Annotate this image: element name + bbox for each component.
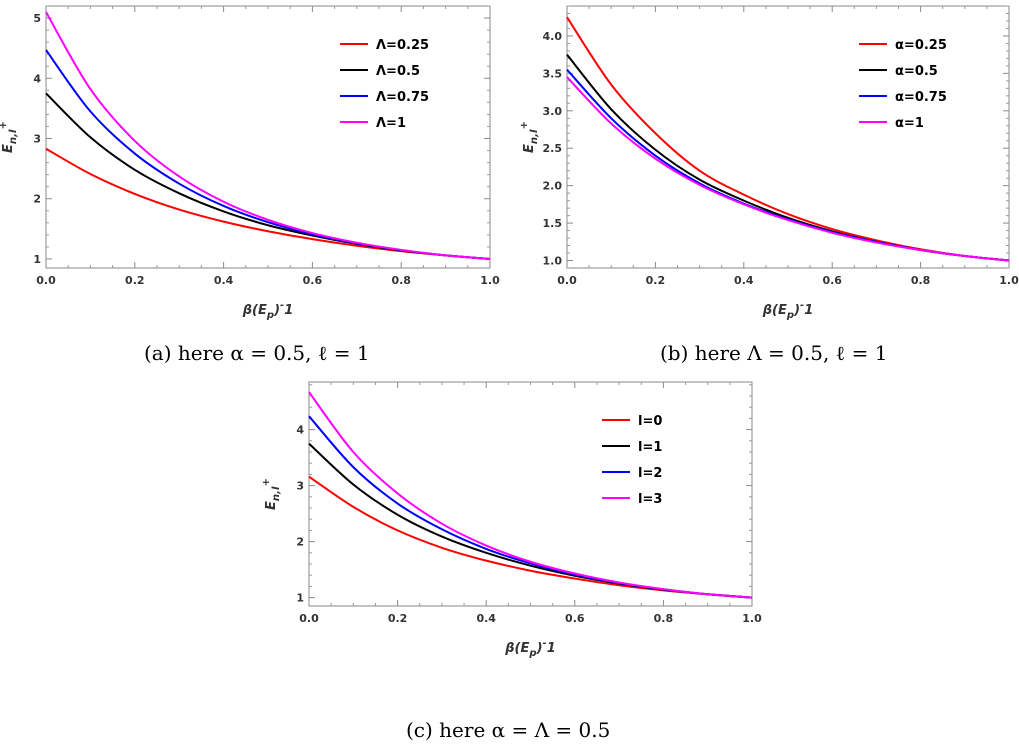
legend-label-0: α=0.25 — [895, 38, 947, 53]
x-tick-label: 0.2 — [125, 274, 145, 287]
x-tick-label: 0.4 — [476, 612, 496, 625]
legend-label-1: Λ=0.5 — [376, 64, 420, 79]
y-tick-label: 3.0 — [543, 105, 563, 118]
x-tick-label: 1.0 — [742, 612, 762, 625]
chart-panel-c: 0.0 0.2 0.4 0.6 0.8 1.0 1 2 3 4 β(Ep)-1 En,l+ l=0 l=1… — [261, 378, 762, 718]
x-tick-label: 1.0 — [999, 274, 1019, 287]
x-tick-label: 0.0 — [299, 612, 319, 625]
legend-label-3: l=3 — [638, 492, 662, 507]
x-tick-label: 0.8 — [391, 274, 411, 287]
x-tick-label: 0.8 — [654, 612, 674, 625]
caption-c: (c) here α = Λ = 0.5 — [406, 718, 611, 742]
y-axis-label: En,l+ — [262, 478, 282, 510]
y-tick-label: 3 — [296, 480, 304, 493]
legend-label-2: α=0.75 — [895, 90, 947, 105]
series-line-0 — [45, 147, 491, 260]
x-tick-label: 0.6 — [822, 274, 842, 287]
y-tick-label: 4 — [33, 72, 41, 85]
x-tick-label: 0.4 — [214, 274, 234, 287]
chart-svg-c: 0.0 0.2 0.4 0.6 0.8 1.0 1 2 3 4 β(Ep)-1 En,l+ l=0 l=1… — [261, 381, 762, 659]
series-line-3 — [45, 11, 491, 260]
legend-label-0: Λ=0.25 — [376, 38, 429, 53]
x-axis-label: β(Ep)-1 — [504, 638, 556, 659]
x-tick-label: 0.0 — [557, 274, 577, 287]
x-tick-label: 0.6 — [303, 274, 323, 287]
series-line-0 — [308, 475, 753, 599]
chart-svg-a: 0.0 0.2 0.4 0.6 0.8 1.0 1 2 3 4 5 β(Ep)-1 En,l+ Λ=0.2… — [0, 5, 500, 321]
legend-label-3: α=1 — [895, 116, 924, 131]
x-tick-label: 0.8 — [911, 274, 931, 287]
legend-label-1: l=1 — [638, 440, 662, 455]
series-line-3 — [566, 76, 1010, 262]
chart-panel-a: 0.0 0.2 0.4 0.6 0.8 1.0 1 2 3 4 5 β(Ep)-1 En,l+ Λ=0.2… — [0, 0, 500, 340]
y-axis-label: En,l+ — [519, 121, 540, 153]
y-axis-label: En,l+ — [0, 121, 19, 153]
legend-label-2: Λ=0.75 — [376, 90, 429, 105]
y-tick-label: 2 — [296, 536, 304, 549]
y-tick-label: 4.0 — [543, 30, 563, 43]
x-tick-label: 1.0 — [480, 274, 500, 287]
y-tick-label: 1 — [296, 592, 304, 605]
x-tick-label: 0.6 — [565, 612, 585, 625]
y-tick-label: 4 — [296, 424, 304, 437]
y-tick-label: 3 — [33, 133, 41, 146]
legend-label-0: l=0 — [638, 414, 662, 429]
legend-label-3: Λ=1 — [376, 116, 406, 131]
x-tick-label: 0.2 — [646, 274, 666, 287]
caption-a: (a) here α = 0.5, ℓ = 1 — [144, 341, 370, 365]
x-axis-label: β(Ep)-1 — [242, 300, 294, 321]
series-line-3 — [308, 391, 753, 599]
x-axis-label: β(Ep)-1 — [762, 300, 814, 321]
x-tick-label: 0.0 — [36, 274, 56, 287]
y-tick-label: 1 — [33, 253, 41, 266]
series-line-1 — [566, 54, 1010, 262]
caption-b: (b) here Λ = 0.5, ℓ = 1 — [660, 341, 888, 365]
y-tick-label: 1.5 — [543, 217, 563, 230]
y-tick-label: 1.0 — [543, 255, 563, 268]
legend-label-1: α=0.5 — [895, 64, 938, 79]
series-line-1 — [308, 442, 753, 599]
chart-panel-b: 0.0 0.2 0.4 0.6 0.8 1.0 1.0 1.5 2.0 2.5 3.0 3.5 4.0 β… — [510, 0, 1019, 340]
y-tick-label: 2 — [33, 193, 41, 206]
plot-frame — [308, 381, 753, 607]
chart-svg-b: 0.0 0.2 0.4 0.6 0.8 1.0 1.0 1.5 2.0 2.5 3.0 3.5 4.0 β… — [519, 5, 1019, 321]
y-tick-label: 2.0 — [543, 180, 563, 193]
x-tick-label: 0.4 — [734, 274, 754, 287]
y-tick-label: 3.5 — [543, 67, 563, 80]
y-tick-label: 2.5 — [543, 142, 563, 155]
legend-label-2: l=2 — [638, 466, 662, 481]
x-tick-label: 0.2 — [388, 612, 408, 625]
y-tick-label: 5 — [33, 12, 41, 25]
